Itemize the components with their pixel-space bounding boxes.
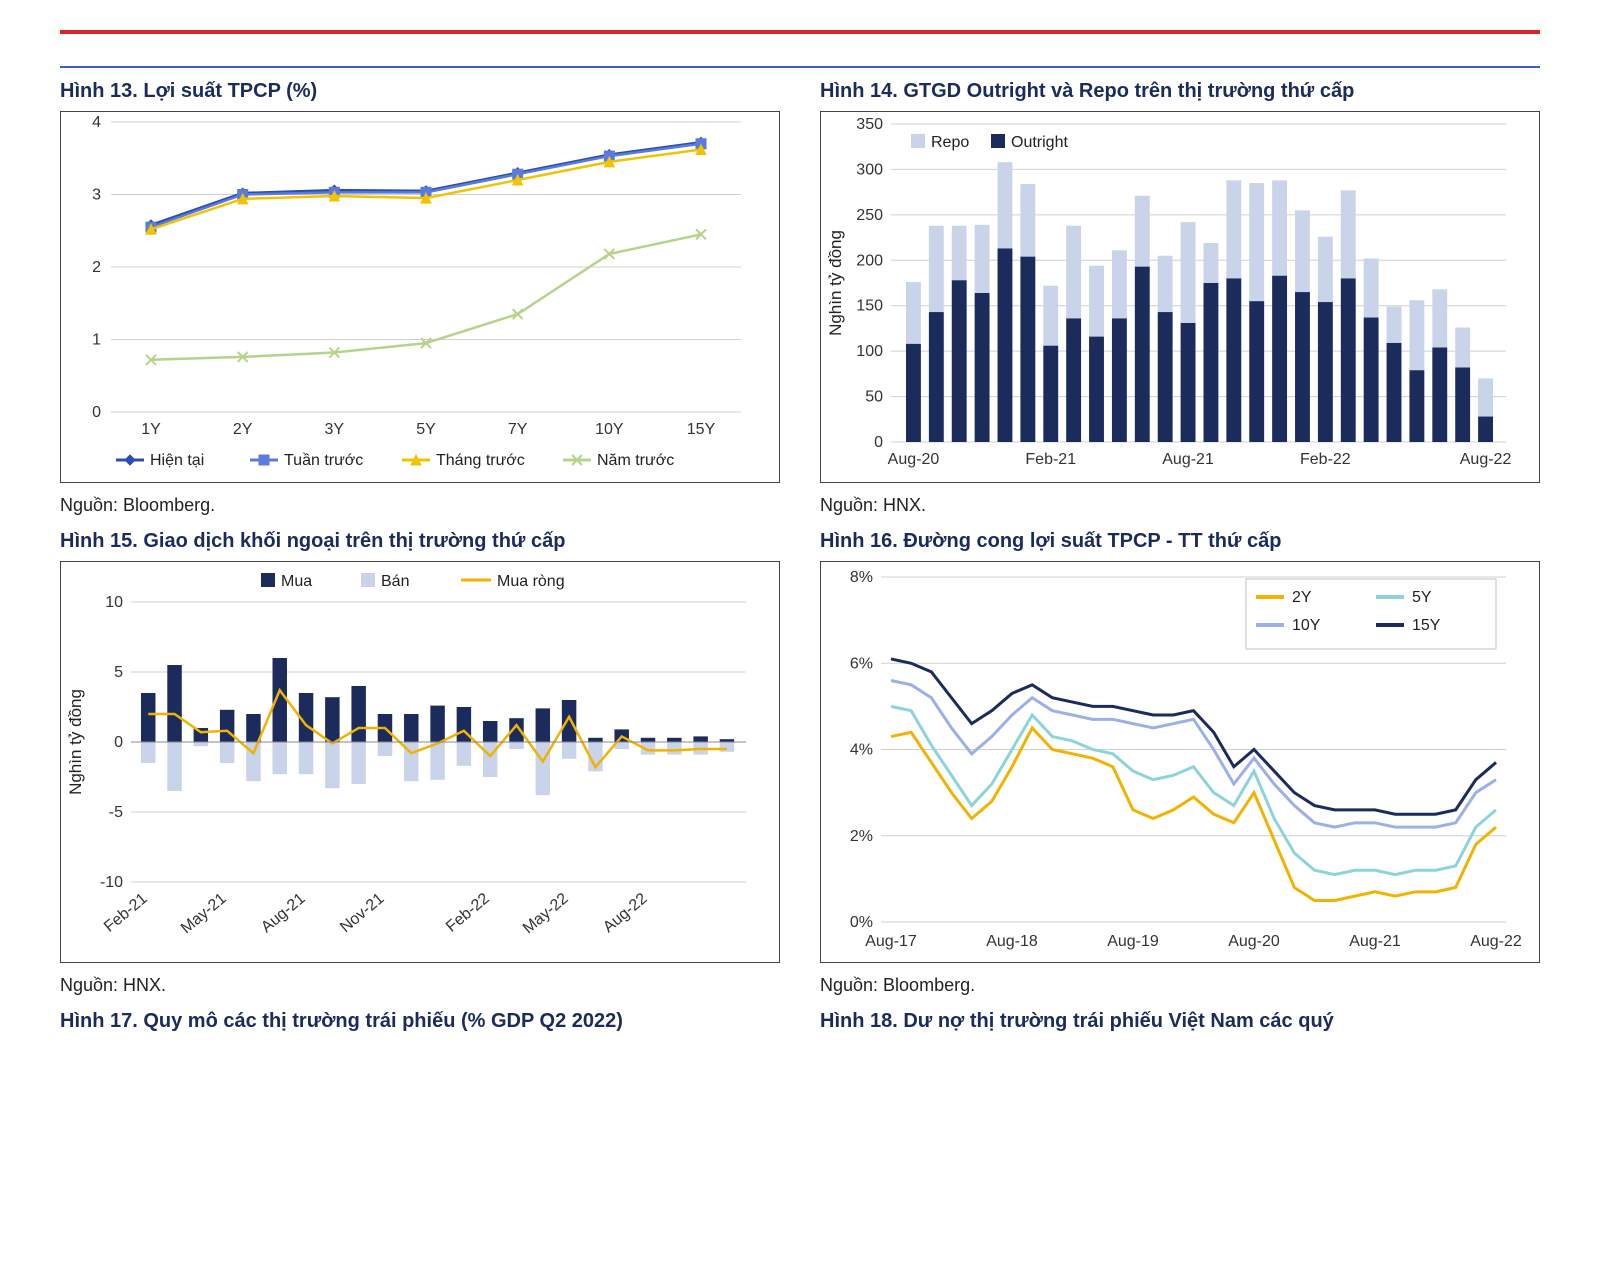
svg-text:Aug-22: Aug-22 xyxy=(600,890,651,936)
figure-15-source: Nguồn: HNX. xyxy=(60,975,780,996)
svg-text:Mua ròng: Mua ròng xyxy=(497,573,565,590)
svg-text:Feb-21: Feb-21 xyxy=(1025,451,1076,468)
figure-14-chart: 0 50 100 150 200 250 300 350 Nghìn tỷ đồng Aug-20… xyxy=(820,111,1540,483)
figure-16-chart: 0% 2% 4% 6% 8% Aug-17 Aug-18 Aug-19 Aug-20 Aug-21… xyxy=(820,561,1540,963)
figure-16-svg: 0% 2% 4% 6% 8% Aug-17 Aug-18 Aug-19 Aug-20 Aug-21… xyxy=(821,562,1521,962)
svg-text:100: 100 xyxy=(856,343,883,360)
figure-row-3: Hình 17. Quy mô các thị trường trái phiế… xyxy=(60,1004,1540,1041)
figure-14-title: Hình 14. GTGD Outright và Repo trên thị … xyxy=(820,80,1540,103)
svg-text:Aug-18: Aug-18 xyxy=(986,933,1038,950)
svg-text:Mua: Mua xyxy=(281,573,312,590)
svg-text:200: 200 xyxy=(856,252,883,269)
svg-text:-10: -10 xyxy=(100,874,123,891)
figure-13: Hình 13. Lợi suất TPCP (%) 0 1 2 3 4 1Y 2Y 3Y 5Y… xyxy=(60,74,780,524)
svg-text:Feb-22: Feb-22 xyxy=(1300,451,1351,468)
svg-text:Năm trước: Năm trước xyxy=(597,452,674,469)
svg-text:2Y: 2Y xyxy=(233,421,253,438)
svg-text:350: 350 xyxy=(856,116,883,133)
svg-text:2Y: 2Y xyxy=(1292,589,1312,606)
svg-text:Nghìn tỷ đồng: Nghìn tỷ đồng xyxy=(66,689,85,795)
figure-row-1: Hình 13. Lợi suất TPCP (%) 0 1 2 3 4 1Y 2Y 3Y 5Y… xyxy=(60,74,1540,524)
svg-text:May-21: May-21 xyxy=(178,890,230,937)
svg-text:1: 1 xyxy=(92,332,101,349)
svg-text:0: 0 xyxy=(114,734,123,751)
svg-text:Aug-17: Aug-17 xyxy=(865,933,917,950)
figure-13-title: Hình 13. Lợi suất TPCP (%) xyxy=(60,80,780,103)
svg-text:May-22: May-22 xyxy=(520,890,572,937)
svg-text:50: 50 xyxy=(865,389,883,406)
figure-15: Hình 15. Giao dịch khối ngoại trên thị t… xyxy=(60,524,780,1004)
svg-text:Bán: Bán xyxy=(381,573,409,590)
figure-17: Hình 17. Quy mô các thị trường trái phiế… xyxy=(60,1004,780,1041)
divider-red xyxy=(60,30,1540,34)
svg-text:0: 0 xyxy=(874,434,883,451)
svg-text:5: 5 xyxy=(114,664,123,681)
svg-text:10: 10 xyxy=(105,594,123,611)
svg-text:Aug-22: Aug-22 xyxy=(1460,451,1512,468)
figure-14: Hình 14. GTGD Outright và Repo trên thị … xyxy=(820,74,1540,524)
svg-text:10Y: 10Y xyxy=(595,421,624,438)
figure-14-source: Nguồn: HNX. xyxy=(820,495,1540,516)
figure-14-svg: 0 50 100 150 200 250 300 350 Nghìn tỷ đồng Aug-20… xyxy=(821,112,1521,482)
figure-16: Hình 16. Đường cong lợi suất TPCP - TT t… xyxy=(820,524,1540,1004)
figure-13-svg: 0 1 2 3 4 1Y 2Y 3Y 5Y 7Y 10Y 15Y Hiện tại Tuần trước T… xyxy=(61,112,761,482)
svg-text:Aug-21: Aug-21 xyxy=(258,890,309,936)
svg-text:Aug-21: Aug-21 xyxy=(1162,451,1214,468)
svg-text:5Y: 5Y xyxy=(416,421,436,438)
svg-text:Aug-19: Aug-19 xyxy=(1107,933,1159,950)
svg-text:3Y: 3Y xyxy=(325,421,345,438)
figure-18-title: Hình 18. Dư nợ thị trường trái phiếu Việ… xyxy=(820,1010,1540,1033)
svg-text:4%: 4% xyxy=(850,742,873,759)
figure-15-title: Hình 15. Giao dịch khối ngoại trên thị t… xyxy=(60,530,780,553)
svg-text:Repo: Repo xyxy=(931,134,969,151)
svg-text:Hiện tại: Hiện tại xyxy=(150,452,204,469)
svg-text:Tháng trước: Tháng trước xyxy=(436,452,525,469)
figure-16-title: Hình 16. Đường cong lợi suất TPCP - TT t… xyxy=(820,530,1540,553)
svg-text:150: 150 xyxy=(856,298,883,315)
figure-18: Hình 18. Dư nợ thị trường trái phiếu Việ… xyxy=(820,1004,1540,1041)
svg-text:Feb-22: Feb-22 xyxy=(443,890,493,936)
svg-text:-5: -5 xyxy=(109,804,123,821)
figure-row-2: Hình 15. Giao dịch khối ngoại trên thị t… xyxy=(60,524,1540,1004)
figure-13-chart: 0 1 2 3 4 1Y 2Y 3Y 5Y 7Y 10Y 15Y Hiện tại Tuần trước T… xyxy=(60,111,780,483)
svg-text:0%: 0% xyxy=(850,914,873,931)
svg-text:Tuần trước: Tuần trước xyxy=(284,452,363,469)
svg-text:300: 300 xyxy=(856,161,883,178)
svg-text:Aug-21: Aug-21 xyxy=(1349,933,1401,950)
figure-15-chart: -10 -5 0 5 10 Nghìn tỷ đồng Feb-21 May-21 Aug-21… xyxy=(60,561,780,963)
svg-text:10Y: 10Y xyxy=(1292,617,1321,634)
svg-text:Aug-22: Aug-22 xyxy=(1470,933,1521,950)
divider-blue xyxy=(60,66,1540,68)
svg-text:8%: 8% xyxy=(850,569,873,586)
svg-text:5Y: 5Y xyxy=(1412,589,1432,606)
svg-text:2%: 2% xyxy=(850,828,873,845)
figure-16-source: Nguồn: Bloomberg. xyxy=(820,975,1540,996)
svg-text:2: 2 xyxy=(92,259,101,276)
svg-text:15Y: 15Y xyxy=(687,421,716,438)
svg-text:7Y: 7Y xyxy=(508,421,528,438)
svg-text:Outright: Outright xyxy=(1011,134,1068,151)
svg-text:Nov-21: Nov-21 xyxy=(337,890,388,936)
svg-text:Aug-20: Aug-20 xyxy=(888,451,940,468)
figure-15-svg: -10 -5 0 5 10 Nghìn tỷ đồng Feb-21 May-21 Aug-21… xyxy=(61,562,761,962)
figure-17-title: Hình 17. Quy mô các thị trường trái phiế… xyxy=(60,1010,780,1033)
figure-13-source: Nguồn: Bloomberg. xyxy=(60,495,780,516)
svg-text:6%: 6% xyxy=(850,655,873,672)
svg-text:250: 250 xyxy=(856,207,883,224)
svg-text:1Y: 1Y xyxy=(141,421,161,438)
svg-text:Aug-20: Aug-20 xyxy=(1228,933,1280,950)
svg-text:Nghìn tỷ đồng: Nghìn tỷ đồng xyxy=(826,230,845,336)
svg-text:Feb-21: Feb-21 xyxy=(101,890,151,936)
svg-text:3: 3 xyxy=(92,187,101,204)
svg-text:15Y: 15Y xyxy=(1412,617,1441,634)
svg-text:0: 0 xyxy=(92,404,101,421)
svg-text:4: 4 xyxy=(92,114,101,131)
